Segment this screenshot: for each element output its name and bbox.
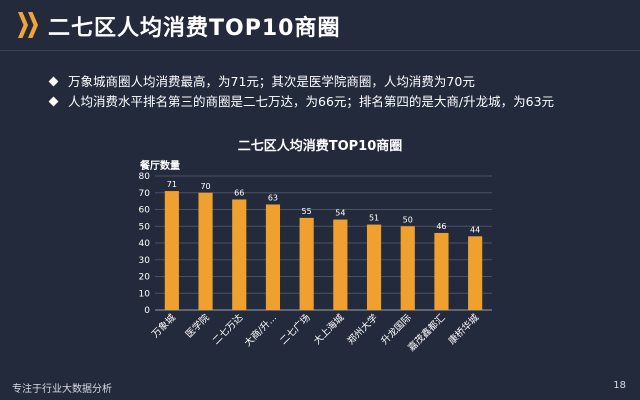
y-tick-label: 70 (139, 189, 151, 199)
bullet-text: 万象城商圈人均消费最高，为71元；其次是医学院商圈，人均消费为70元 (68, 74, 475, 89)
data-label: 63 (268, 193, 278, 202)
y-tick-label: 30 (139, 256, 151, 266)
bar (333, 219, 348, 310)
chevron-right-icon (18, 12, 28, 38)
header-divider (0, 50, 640, 51)
bullet-text: 人均消费水平排名第三的商圈是二七万达，为66元；排名第四的是大商/升龙城，为63… (68, 94, 555, 109)
bar (232, 199, 247, 310)
x-tick-label: 医学院 (183, 311, 212, 340)
data-label: 66 (234, 188, 244, 197)
bar (366, 224, 382, 310)
data-label: 55 (302, 207, 312, 216)
bar-chart-svg: 二七区人均消费TOP10商圈 餐厅数量 0 10 20 30 40 50 60 70 80 71… (139, 138, 492, 354)
x-tick-label: 二七万达 (210, 311, 246, 347)
page-number: 18 (613, 380, 626, 391)
diamond-bullet-icon (48, 96, 59, 107)
x-tick-label: 大上海城 (311, 311, 347, 347)
chart-title: 二七区人均消费TOP10商圈 (238, 138, 403, 154)
y-tick-label: 0 (144, 306, 150, 316)
data-label: 70 (200, 182, 210, 191)
page-title: 二七区人均消费TOP10商圈 (48, 16, 341, 41)
bar (434, 232, 449, 310)
bars: 71 70 66 63 55 54 51 50 46 44 (164, 180, 483, 310)
title-bar: 二七区人均消费TOP10商圈 (0, 0, 640, 52)
y-tick-label: 80 (139, 172, 151, 182)
x-tick-label: 郑州大学 (345, 312, 380, 347)
data-label: 50 (403, 215, 413, 224)
y-tick-label: 10 (139, 289, 151, 299)
footer-text: 专注于行业大数据分析 (12, 384, 112, 395)
bullet-item: 人均消费水平排名第三的商圈是二七万达，为66元；排名第四的是大商/升龙城，为63… (48, 92, 630, 112)
data-label: 44 (470, 225, 480, 234)
y-axis-ticks: 0 10 20 30 40 50 60 70 80 (139, 172, 151, 316)
data-label: 54 (335, 209, 345, 218)
data-label: 46 (436, 222, 446, 231)
bullet-list: 万象城商圈人均消费最高，为71元；其次是医学院商圈，人均消费为70元 人均消费水… (48, 72, 630, 112)
y-tick-label: 40 (139, 239, 151, 249)
bar (400, 226, 415, 310)
y-tick-label: 60 (139, 206, 151, 216)
x-tick-label: 大商/升... (242, 312, 279, 349)
bar (164, 191, 179, 310)
x-tick-label: 二七广场 (277, 312, 312, 347)
x-tick-label: 万象城 (149, 311, 178, 340)
bar (468, 236, 483, 310)
x-tick-label: 嘉茂鑫都汇 (405, 311, 447, 353)
bar (198, 192, 213, 310)
diamond-bullet-icon (48, 76, 59, 87)
x-tick-label: 升龙国际 (379, 311, 415, 347)
chevron-right-icon (28, 12, 38, 38)
bar (265, 204, 281, 310)
y-tick-label: 20 (139, 273, 151, 283)
data-label: 51 (369, 214, 379, 223)
y-tick-label: 50 (139, 222, 151, 232)
bar-chart: 二七区人均消费TOP10商圈 餐厅数量 0 10 20 30 40 50 60 70 80 71… (0, 130, 640, 380)
x-tick-label: 康桥华城 (446, 311, 482, 347)
data-label: 71 (167, 180, 177, 189)
bar (299, 217, 314, 310)
y-axis-label: 餐厅数量 (139, 159, 180, 172)
bullet-item: 万象城商圈人均消费最高，为71元；其次是医学院商圈，人均消费为70元 (48, 72, 630, 92)
